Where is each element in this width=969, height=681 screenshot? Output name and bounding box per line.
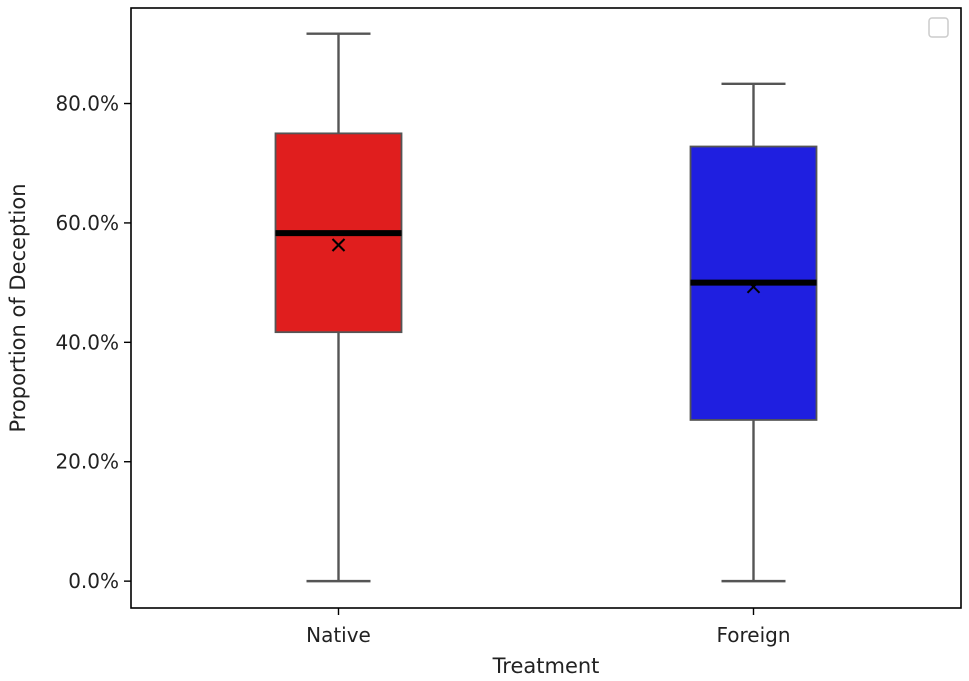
x-tick-label: Foreign bbox=[716, 623, 790, 647]
plot-frame bbox=[130, 7, 962, 609]
mean-marker-stroke-b bbox=[331, 238, 346, 252]
boxes-layer bbox=[274, 32, 818, 583]
y-axis-title: Proportion of Deception bbox=[6, 183, 30, 432]
y-tick-label: 40.0% bbox=[55, 330, 119, 354]
y-tick-label: 0.0% bbox=[68, 569, 119, 593]
x-axis: Native Foreign bbox=[306, 608, 791, 647]
y-axis: 0.0% 20.0% 40.0% 60.0% 80.0% bbox=[55, 92, 131, 593]
legend-box bbox=[928, 17, 949, 38]
box-group-foreign bbox=[689, 82, 818, 583]
y-tick-label: 80.0% bbox=[55, 92, 119, 116]
mean-marker-foreign bbox=[746, 280, 761, 294]
mean-marker-stroke-b bbox=[746, 280, 761, 294]
mean-marker-native bbox=[331, 238, 346, 252]
y-tick-label: 60.0% bbox=[55, 211, 119, 235]
x-axis-title: Treatment bbox=[492, 654, 600, 678]
x-tick-label: Native bbox=[306, 623, 371, 647]
y-tick-label: 20.0% bbox=[55, 450, 119, 474]
box-group-native bbox=[274, 32, 403, 583]
